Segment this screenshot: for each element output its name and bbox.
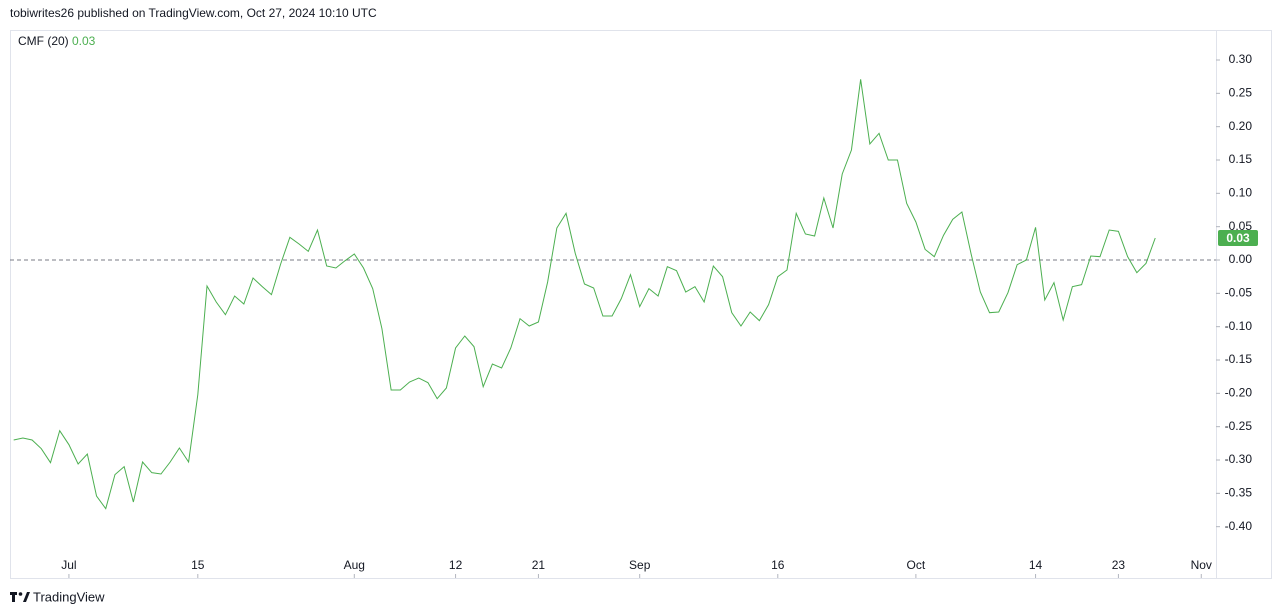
x-tick-label: Oct	[907, 558, 926, 572]
y-tick-label: 0.10	[1229, 186, 1253, 200]
last-value-badge	[1218, 230, 1258, 246]
y-tick-label: 0.20	[1229, 119, 1253, 133]
y-tick-label: -0.15	[1225, 352, 1253, 366]
last-value-label: 0.03	[1226, 231, 1250, 245]
x-tick-label: 14	[1029, 558, 1043, 572]
y-tick-label: 0.00	[1229, 252, 1253, 266]
x-tick-label: Nov	[1191, 558, 1212, 572]
y-tick-label: -0.40	[1225, 519, 1253, 533]
x-tick-label: 23	[1112, 558, 1126, 572]
x-tick-label: Jul	[61, 558, 76, 572]
legend-name: CMF (20)	[18, 34, 69, 48]
y-tick-label: -0.05	[1225, 286, 1253, 300]
x-tick-label: 15	[191, 558, 205, 572]
x-tick-label: Sep	[629, 558, 651, 572]
y-tick-label: -0.35	[1225, 486, 1253, 500]
footer-logo	[10, 592, 30, 602]
footer-brand: TradingView	[33, 589, 105, 604]
x-tick-label: 12	[449, 558, 463, 572]
y-tick-label: -0.25	[1225, 419, 1253, 433]
legend-value: 0.03	[72, 34, 96, 48]
y-tick-label: -0.20	[1225, 386, 1253, 400]
x-tick-label: Aug	[344, 558, 365, 572]
y-tick-label: 0.30	[1229, 52, 1253, 66]
y-tick-label: -0.30	[1225, 452, 1253, 466]
y-tick-label: 0.15	[1229, 152, 1253, 166]
chart-frame	[10, 30, 1272, 579]
y-tick-label: 0.05	[1229, 219, 1253, 233]
x-tick-label: 21	[532, 558, 546, 572]
y-tick-label: 0.25	[1229, 86, 1253, 100]
y-tick-label: -0.10	[1225, 319, 1253, 333]
header-title: tobiwrites26 published on TradingView.co…	[10, 6, 377, 20]
line-series	[13, 79, 1156, 510]
x-tick-label: 16	[771, 558, 785, 572]
